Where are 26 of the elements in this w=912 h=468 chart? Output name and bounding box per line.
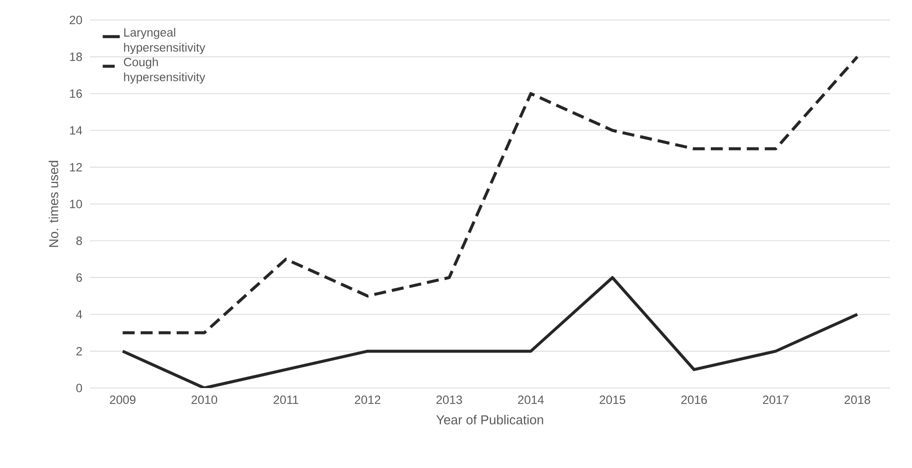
x-tick-label: 2017: [762, 396, 788, 404]
legend-label: Cough hypersensitivity: [124, 57, 206, 84]
line-series: [121, 55, 859, 334]
y-tick-label: 18: [70, 52, 82, 62]
y-tick-label: 10: [70, 200, 82, 208]
y-tick-label: 0: [76, 384, 82, 392]
x-tick-label: 2018: [844, 396, 870, 404]
y-tick-label: 16: [70, 89, 82, 98]
x-tick-label: 2014: [518, 396, 544, 404]
y-tick-label: 2: [76, 347, 82, 356]
x-tick-label: 2012: [354, 396, 380, 404]
x-tick-label: 2015: [600, 396, 626, 404]
y-tick-label: 12: [70, 163, 82, 172]
y-tick-label: 6: [76, 273, 82, 282]
x-tick-label: 2016: [681, 396, 707, 404]
y-tick-label: 8: [76, 236, 82, 246]
y-tick-label: 4: [76, 310, 82, 319]
x-tick-label: 2013: [436, 396, 462, 404]
legend-label: Laryngeal hypersensitivity: [124, 28, 206, 54]
x-tick-label: 2011: [274, 396, 298, 404]
x-axis-title: Year of Publication: [436, 414, 544, 424]
x-tick-label: 2010: [192, 396, 218, 404]
y-axis-title: No. times used: [48, 160, 58, 247]
y-tick-label: 14: [70, 126, 82, 135]
x-tick-label: 2009: [110, 396, 136, 404]
y-tick-label: 20: [70, 16, 82, 24]
